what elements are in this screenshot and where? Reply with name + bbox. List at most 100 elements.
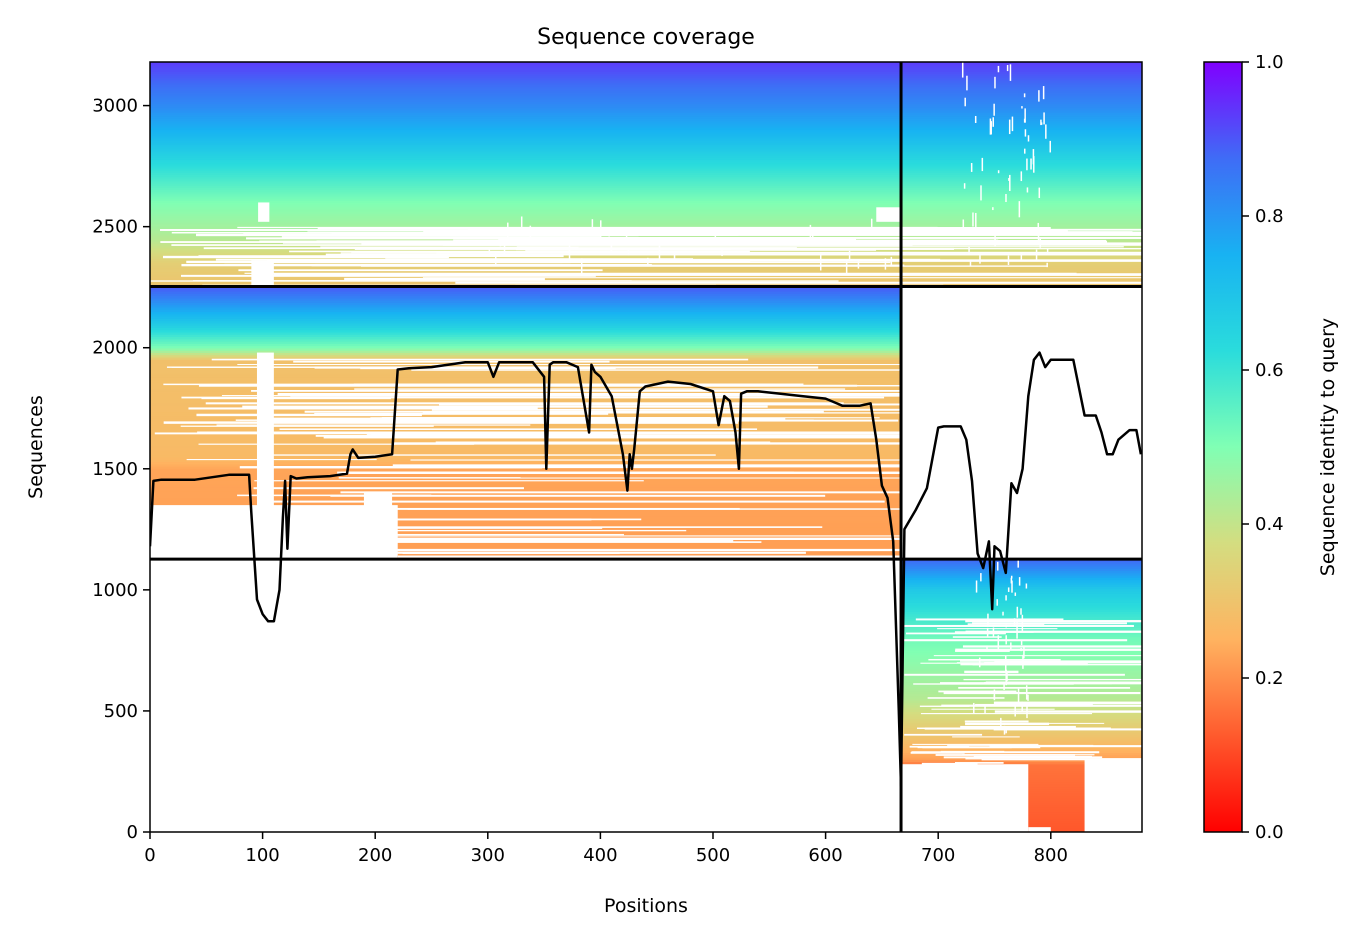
identity-band	[150, 375, 902, 378]
identity-band	[150, 177, 1142, 181]
identity-band	[901, 713, 1142, 717]
gap-streak	[442, 243, 1142, 246]
identity-band	[150, 320, 902, 324]
gap-speckle	[1039, 238, 1041, 248]
gap-streak	[314, 412, 609, 415]
identity-band	[150, 108, 1142, 112]
identity-band	[150, 211, 1142, 215]
identity-band	[150, 325, 902, 328]
gap-streak	[253, 487, 524, 490]
gap-streak	[422, 477, 902, 479]
gap-speckle	[984, 706, 986, 714]
identity-band	[150, 101, 1142, 104]
identity-band	[150, 116, 1142, 119]
gap-streak	[960, 660, 1010, 662]
identity-band	[150, 288, 902, 292]
gap-speckle	[961, 62, 964, 78]
identity-band	[901, 665, 1142, 669]
gap-speckle	[568, 245, 571, 262]
gap-streak	[937, 628, 1058, 630]
gap-streak	[952, 736, 1020, 738]
gap-speckle	[1011, 580, 1013, 593]
gap-streak	[453, 239, 999, 242]
x-tick-label: 500	[696, 845, 730, 866]
gap-speckle	[1024, 148, 1026, 154]
identity-band	[901, 600, 1142, 603]
identity-band	[150, 202, 1142, 205]
identity-band	[901, 581, 1142, 585]
identity-band	[901, 688, 1142, 692]
identity-band	[150, 88, 1142, 91]
gap-streak	[993, 728, 1142, 731]
identity-band	[901, 597, 1142, 601]
identity-band	[150, 340, 902, 344]
identity-band	[901, 677, 1142, 681]
identity-band	[901, 738, 1142, 742]
gap-speckle	[986, 627, 989, 637]
gap-speckle	[1020, 171, 1023, 182]
identity-band	[150, 90, 1142, 93]
gap-streak	[439, 403, 902, 406]
y-tick-label: 2500	[92, 217, 138, 238]
identity-band	[901, 575, 1142, 578]
identity-band	[901, 759, 1142, 763]
identity-band	[901, 579, 1142, 583]
identity-band	[150, 291, 902, 294]
gap-speckle	[580, 258, 583, 275]
gap-streak	[293, 360, 610, 363]
gap-speckle	[1005, 635, 1007, 645]
identity-band	[150, 300, 902, 303]
identity-band	[150, 95, 1142, 99]
identity-band	[150, 157, 1142, 160]
identity-band	[150, 531, 902, 535]
identity-band	[150, 356, 902, 360]
gap-speckle	[1026, 158, 1028, 171]
identity-band	[901, 716, 1142, 719]
gap-speckle	[610, 240, 613, 254]
gap-streak	[927, 697, 1005, 699]
gap-streak	[904, 673, 1125, 676]
gap-speckle	[600, 220, 602, 237]
gap-streak	[338, 477, 521, 479]
gap-speckle	[495, 253, 497, 265]
gap-speckle	[1011, 116, 1014, 132]
identity-band	[150, 295, 902, 299]
gap-streak	[344, 277, 545, 281]
identity-band	[150, 343, 902, 347]
gap-speckle	[989, 118, 992, 135]
identity-band	[901, 700, 1142, 703]
gap-streak	[911, 751, 1100, 754]
gap-speckle	[884, 258, 887, 270]
plot-area	[150, 62, 1142, 832]
gap-streak	[235, 419, 814, 421]
gap-streak	[393, 442, 902, 445]
gap-streak	[211, 358, 749, 361]
identity-band	[150, 278, 1142, 282]
gap-speckle	[1046, 249, 1049, 255]
gap-streak	[960, 725, 1076, 728]
identity-band	[150, 151, 1142, 155]
gap-streak	[516, 246, 1124, 248]
identity-band	[150, 267, 1142, 271]
y-axis: 0 500 1000 1500 2000 2500 3000	[92, 96, 150, 843]
identity-band	[150, 159, 1142, 162]
identity-band	[150, 513, 902, 517]
gap-streak	[320, 246, 579, 249]
gap-streak	[201, 397, 391, 400]
identity-band	[901, 650, 1142, 653]
gap-speckle	[962, 219, 965, 229]
gap-streak	[238, 269, 603, 272]
gap-speckle	[1024, 129, 1027, 137]
identity-band	[150, 397, 902, 401]
identity-band	[150, 338, 902, 342]
identity-band	[150, 183, 1142, 187]
identity-band	[150, 475, 902, 478]
gap-speckle	[997, 170, 1000, 174]
identity-band	[150, 377, 902, 381]
gap-streak	[198, 255, 564, 258]
identity-band	[150, 166, 1142, 170]
gap-speckle	[1020, 608, 1022, 615]
identity-band	[901, 695, 1142, 699]
chart-title: Sequence coverage	[537, 25, 755, 50]
gap-speckle	[1025, 583, 1028, 589]
